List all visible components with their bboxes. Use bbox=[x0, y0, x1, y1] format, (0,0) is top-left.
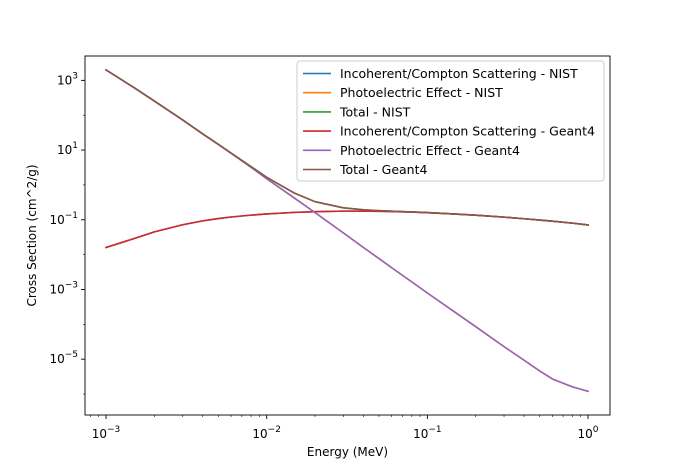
legend-label-1: Photoelectric Effect - NIST bbox=[340, 85, 503, 100]
plot-frame bbox=[84, 55, 611, 416]
plot-lines bbox=[104, 68, 590, 393]
legend-frame bbox=[296, 60, 605, 182]
legend-label-0: Incoherent/Compton Scattering - NIST bbox=[340, 66, 578, 81]
legend: Incoherent/Compton Scattering - NIST Phot… bbox=[296, 60, 605, 182]
legend-label-2: Total - NIST bbox=[339, 104, 411, 119]
series-line-5 bbox=[104, 68, 589, 226]
legend-label-4: Photoelectric Effect - Geant4 bbox=[340, 143, 520, 158]
legend-label-5: Total - Geant4 bbox=[339, 162, 428, 177]
x-axis-label: Energy (MeV) bbox=[307, 445, 388, 459]
legend-label-3: Incoherent/Compton Scattering - Geant4 bbox=[340, 124, 595, 139]
y-axis-label: Cross Section (cm^2/g) bbox=[25, 164, 39, 306]
